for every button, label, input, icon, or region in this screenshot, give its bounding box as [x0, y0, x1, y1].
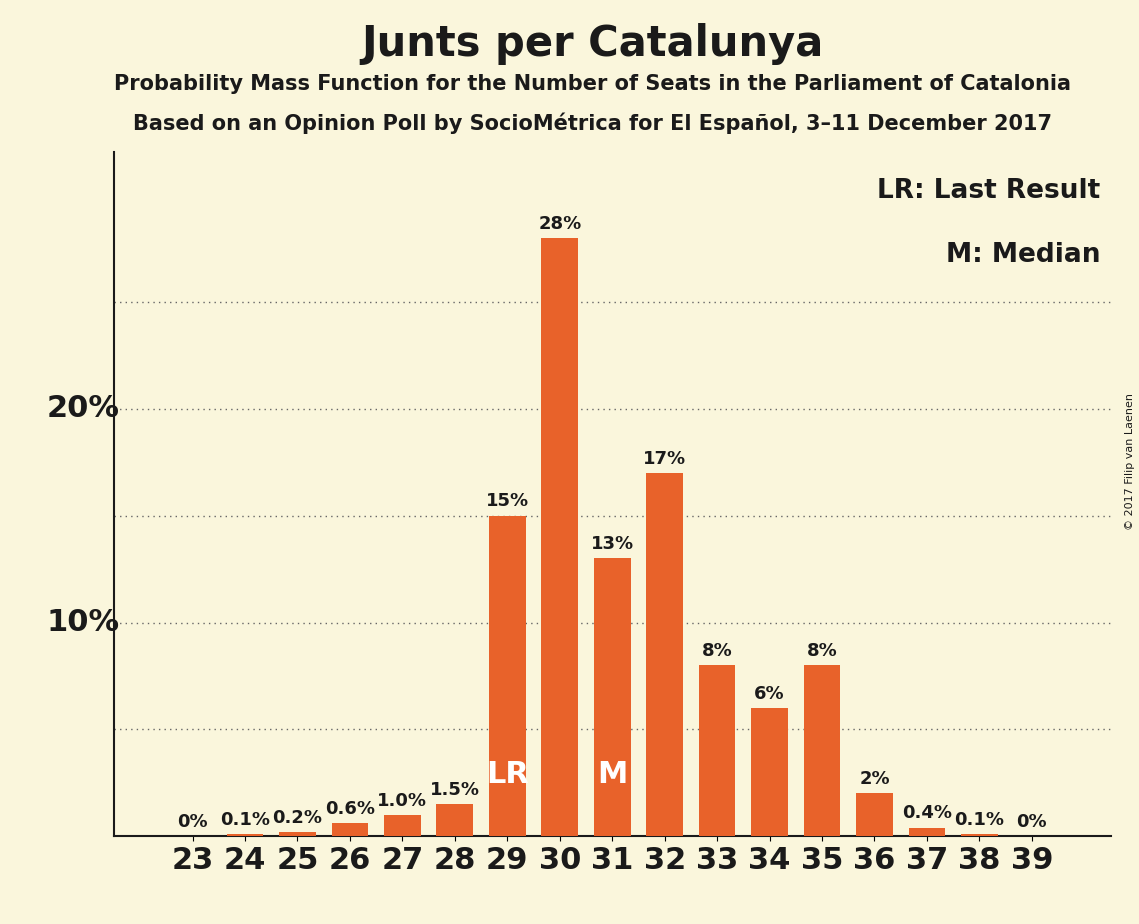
Bar [593, 558, 631, 836]
Text: 17%: 17% [644, 450, 686, 468]
Text: M: Median: M: Median [945, 242, 1100, 268]
Text: 8%: 8% [702, 642, 732, 660]
Bar [331, 823, 368, 836]
Bar [227, 834, 263, 836]
Bar [541, 238, 579, 836]
Text: 13%: 13% [591, 535, 633, 553]
Text: 20%: 20% [47, 395, 120, 423]
Text: LR: Last Result: LR: Last Result [877, 178, 1100, 204]
Text: M: M [597, 760, 628, 789]
Text: 1.0%: 1.0% [377, 792, 427, 809]
Text: Junts per Catalunya: Junts per Catalunya [361, 23, 823, 65]
Text: 1.5%: 1.5% [429, 781, 480, 799]
Text: 0.4%: 0.4% [902, 804, 952, 822]
Bar [857, 794, 893, 836]
Text: 28%: 28% [538, 214, 581, 233]
Text: 0.6%: 0.6% [325, 800, 375, 818]
Text: © 2017 Filip van Laenen: © 2017 Filip van Laenen [1125, 394, 1134, 530]
Text: 0%: 0% [1016, 813, 1047, 831]
Bar [384, 815, 420, 836]
Text: 15%: 15% [485, 492, 528, 510]
Bar [804, 665, 841, 836]
Bar [489, 516, 526, 836]
Text: 0.1%: 0.1% [954, 810, 1005, 829]
Text: 0.2%: 0.2% [272, 808, 322, 827]
Text: LR: LR [486, 760, 528, 789]
Text: 6%: 6% [754, 685, 785, 702]
Bar [752, 708, 788, 836]
Text: 8%: 8% [806, 642, 837, 660]
Bar [279, 832, 316, 836]
Bar [436, 804, 473, 836]
Bar [698, 665, 736, 836]
Text: 10%: 10% [46, 608, 120, 637]
Bar [961, 834, 998, 836]
Text: 0%: 0% [178, 813, 208, 831]
Text: Probability Mass Function for the Number of Seats in the Parliament of Catalonia: Probability Mass Function for the Number… [114, 74, 1071, 94]
Text: 0.1%: 0.1% [220, 810, 270, 829]
Bar [909, 828, 945, 836]
Text: Based on an Opinion Poll by SocioMétrica for El Español, 3–11 December 2017: Based on an Opinion Poll by SocioMétrica… [133, 113, 1051, 134]
Bar [646, 473, 683, 836]
Text: 2%: 2% [859, 770, 890, 788]
